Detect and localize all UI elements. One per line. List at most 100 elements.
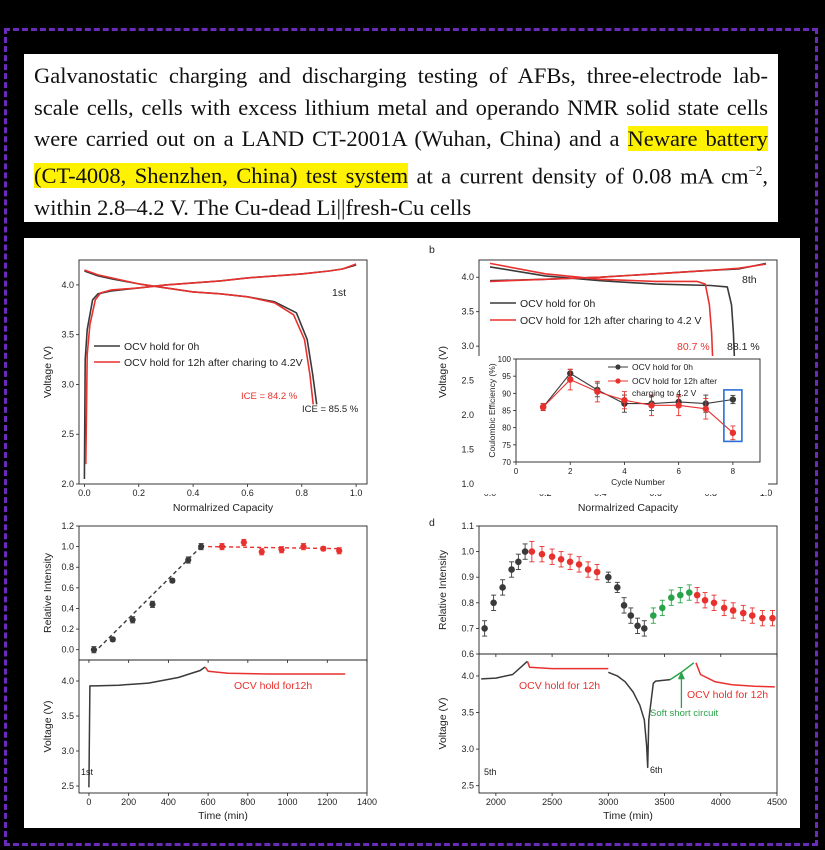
ocv-annotation: OCV hold for12h bbox=[234, 680, 312, 692]
intensity-series-black-point bbox=[149, 601, 156, 608]
intensity-series-red-point bbox=[739, 609, 747, 617]
legend-label: OCV hold for 12h after charing to 4.2V bbox=[124, 357, 303, 369]
intensity-series-red-point bbox=[769, 614, 776, 622]
y-axis-label: Voltage (V) bbox=[437, 346, 449, 398]
cycle-annotation: 8th bbox=[742, 274, 757, 286]
voltage-line-1 bbox=[526, 661, 609, 670]
x-tick-label: 0.4 bbox=[187, 488, 200, 498]
intensity-series-red-point bbox=[548, 553, 556, 561]
y-tick-label: 90 bbox=[502, 389, 511, 398]
ice-red-label: ICE = 84.2 % bbox=[241, 391, 298, 402]
y-axis-label-bottom: Voltage (V) bbox=[437, 698, 449, 750]
intensity-series-black-point bbox=[605, 573, 612, 581]
intensity-series-green-point bbox=[650, 612, 657, 619]
inset-legend-label: OCV hold for 0h bbox=[632, 362, 693, 372]
voltage-line-2 bbox=[608, 671, 671, 769]
fit-line-red bbox=[208, 545, 342, 550]
intensity-series-red-point bbox=[538, 550, 546, 558]
intensity-series-green-point bbox=[658, 604, 666, 612]
x-tick-label: 3500 bbox=[655, 797, 675, 807]
x-tick-label: 2 bbox=[568, 467, 573, 476]
x-tick-label: 800 bbox=[240, 797, 255, 807]
x-tick-label: 0.8 bbox=[296, 488, 309, 498]
y-tick-label: 1.5 bbox=[461, 445, 474, 455]
intensity-series-black-point bbox=[515, 558, 522, 566]
fit-line-black bbox=[93, 544, 204, 654]
inset-background bbox=[476, 356, 768, 494]
inset-series-red-point bbox=[675, 402, 682, 409]
inset-series-black-line bbox=[542, 372, 733, 408]
y-tick-label: 3.0 bbox=[61, 379, 74, 389]
y-tick-label: 3.0 bbox=[461, 744, 474, 754]
intensity-series-black-point bbox=[90, 646, 97, 653]
y-tick-label: 2.0 bbox=[461, 410, 474, 420]
y-tick-label: 0.0 bbox=[61, 645, 74, 655]
x-tick-label: 2000 bbox=[486, 797, 506, 807]
y-tick-label: 1.1 bbox=[461, 521, 474, 531]
intensity-series-red-point bbox=[748, 612, 756, 619]
x-axis-label: Time (min) bbox=[198, 810, 248, 822]
inset-x-axis-label: Cycle Number bbox=[611, 477, 665, 487]
page-frame bbox=[4, 28, 818, 846]
y-tick-label: 2.5 bbox=[61, 781, 74, 791]
bottom-plot-frame bbox=[478, 653, 778, 794]
ocv-annotation-2: OCV hold for 12h bbox=[687, 689, 768, 701]
x-tick-label: 1400 bbox=[357, 797, 377, 807]
y-tick-label: 4.0 bbox=[61, 676, 74, 686]
inset-legend-label: OCV hold for 12h after bbox=[632, 376, 717, 386]
series-black-charge-line bbox=[489, 262, 767, 282]
intensity-series-red-point bbox=[593, 568, 601, 576]
intensity-series-red-point bbox=[584, 566, 592, 573]
x-tick-label: 0.0 bbox=[78, 488, 91, 498]
inset-highlight-box bbox=[723, 389, 743, 443]
intensity-series-black-point bbox=[521, 548, 529, 555]
intensity-series-red-point bbox=[528, 548, 536, 555]
top-plot-frame bbox=[478, 525, 778, 655]
inset-series-black-point bbox=[729, 396, 737, 403]
text-excerpt: Galvanostatic charging and discharging t… bbox=[24, 54, 778, 222]
y-tick-label: 2.0 bbox=[61, 479, 74, 489]
intensity-series-black-point bbox=[490, 599, 497, 607]
y-tick-label: 0.4 bbox=[61, 603, 74, 613]
y-tick-label: 0.7 bbox=[461, 623, 474, 633]
voltage-line-0 bbox=[481, 660, 528, 680]
y-axis-label-bottom: Voltage (V) bbox=[42, 701, 54, 753]
y-tick-label: 1.2 bbox=[61, 521, 74, 531]
intensity-series-red-point bbox=[710, 599, 718, 607]
intensity-series-red-point bbox=[575, 561, 583, 568]
cycle-label: 1st bbox=[81, 767, 94, 777]
inset-series-red-point bbox=[594, 388, 601, 395]
soft-short-arrowhead bbox=[677, 671, 685, 680]
y-tick-label: 100 bbox=[498, 355, 512, 364]
y-tick-label: 3.5 bbox=[461, 708, 474, 718]
y-tick-label: 85 bbox=[502, 407, 511, 416]
series-black-discharge-line bbox=[84, 270, 318, 405]
percent-black-label: 88.1 % bbox=[727, 341, 760, 353]
y-tick-label: 3.5 bbox=[61, 330, 74, 340]
intensity-series-red-point bbox=[218, 543, 226, 550]
voltage-line-black bbox=[88, 666, 206, 788]
x-tick-label: 1000 bbox=[278, 797, 298, 807]
intensity-series-green-point bbox=[685, 589, 693, 596]
legend-label: OCV hold for 0h bbox=[520, 298, 595, 310]
intensity-series-red-point bbox=[759, 614, 766, 622]
y-tick-label: 0.8 bbox=[461, 598, 474, 608]
figure-svg: 0.0 0.2 0.4 0.6 0.8 1.0 2.0 2.5 3.0 3.5 4.0 Normalr… bbox=[42, 244, 787, 822]
y-tick-label: 4.0 bbox=[461, 272, 474, 282]
inset-y-axis-label: Coulombic Efficiency (%) bbox=[487, 363, 497, 457]
voltage-line-4 bbox=[695, 662, 775, 688]
legend-label: OCV hold for 0h bbox=[124, 341, 199, 353]
y-tick-label: 4.0 bbox=[61, 280, 74, 290]
y-tick-label: 1.0 bbox=[461, 547, 474, 557]
x-tick-label: 6 bbox=[676, 467, 681, 476]
bottom-plot-frame bbox=[78, 659, 368, 794]
inset-series-red-point bbox=[539, 403, 547, 411]
y-tick-label: 1.0 bbox=[461, 479, 474, 489]
y-axis-label-top: Relative Intensity bbox=[42, 552, 54, 633]
x-tick-label: 1.0 bbox=[350, 488, 363, 498]
x-axis-label: Normalrized Capacity bbox=[173, 502, 274, 514]
y-tick-label: 3.5 bbox=[461, 307, 474, 317]
y-tick-label: 4.0 bbox=[461, 671, 474, 681]
ice-black-label: ICE = 85.5 % bbox=[302, 404, 359, 415]
y-tick-label: 2.5 bbox=[61, 429, 74, 439]
